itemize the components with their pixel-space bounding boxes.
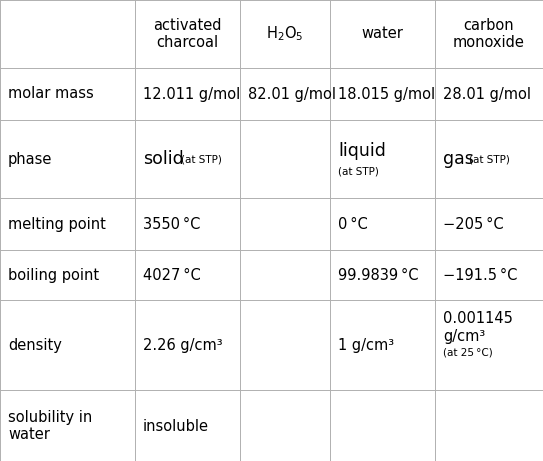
- Text: 18.015 g/mol: 18.015 g/mol: [338, 87, 435, 101]
- Text: insoluble: insoluble: [143, 419, 209, 433]
- Text: (at STP): (at STP): [469, 154, 510, 164]
- Text: boiling point: boiling point: [8, 267, 99, 283]
- Text: −205 °C: −205 °C: [443, 217, 503, 231]
- Text: 82.01 g/mol: 82.01 g/mol: [248, 87, 336, 101]
- Text: melting point: melting point: [8, 217, 106, 231]
- Text: 1 g/cm³: 1 g/cm³: [338, 337, 394, 353]
- Text: water: water: [362, 26, 403, 41]
- Text: liquid: liquid: [338, 142, 386, 160]
- Text: 3550 °C: 3550 °C: [143, 217, 200, 231]
- Text: phase: phase: [8, 152, 52, 166]
- Text: H$_2$O$_5$: H$_2$O$_5$: [266, 24, 304, 43]
- Text: 4027 °C: 4027 °C: [143, 267, 201, 283]
- Text: 99.9839 °C: 99.9839 °C: [338, 267, 419, 283]
- Text: 28.01 g/mol: 28.01 g/mol: [443, 87, 531, 101]
- Text: density: density: [8, 337, 62, 353]
- Text: (at STP): (at STP): [181, 154, 222, 164]
- Text: 0.001145: 0.001145: [443, 311, 513, 325]
- Text: 0 °C: 0 °C: [338, 217, 368, 231]
- Text: gas: gas: [443, 150, 474, 168]
- Text: solid: solid: [143, 150, 184, 168]
- Text: molar mass: molar mass: [8, 87, 94, 101]
- Text: g/cm³: g/cm³: [443, 329, 485, 343]
- Text: solubility in
water: solubility in water: [8, 410, 92, 442]
- Text: (at STP): (at STP): [338, 166, 379, 176]
- Text: carbon
monoxide: carbon monoxide: [453, 18, 525, 50]
- Text: 2.26 g/cm³: 2.26 g/cm³: [143, 337, 223, 353]
- Text: −191.5 °C: −191.5 °C: [443, 267, 517, 283]
- Text: (at 25 °C): (at 25 °C): [443, 347, 493, 357]
- Text: 12.011 g/mol: 12.011 g/mol: [143, 87, 240, 101]
- Text: activated
charcoal: activated charcoal: [153, 18, 222, 50]
